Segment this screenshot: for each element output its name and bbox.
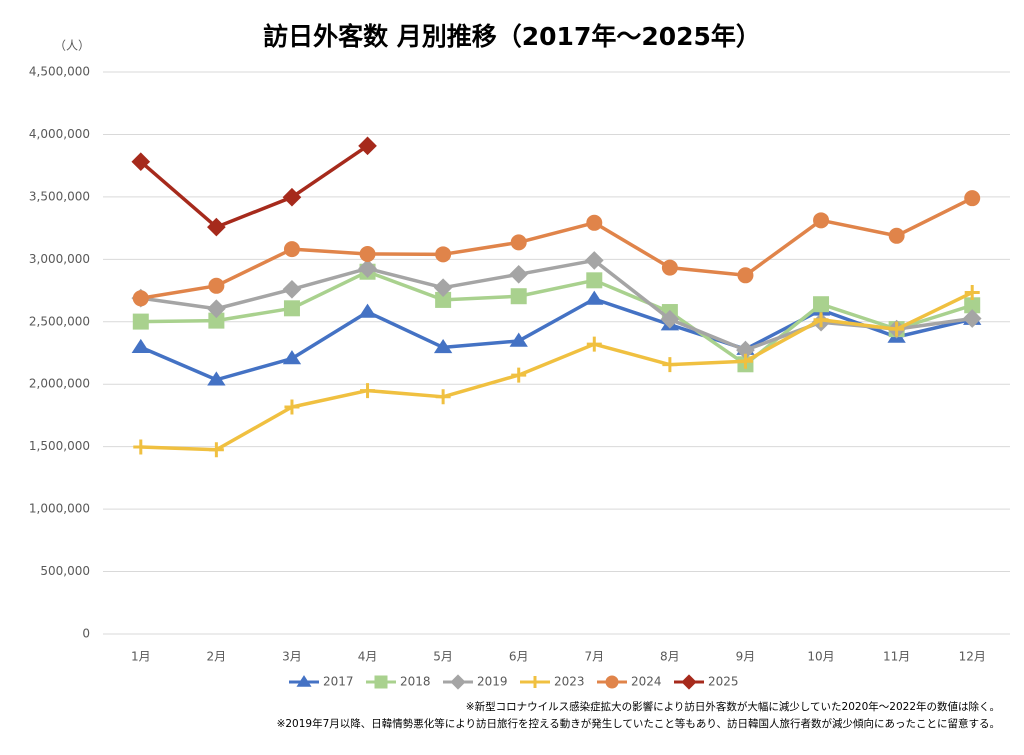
point: [359, 245, 376, 262]
point: [358, 136, 377, 156]
point: [433, 338, 453, 354]
x-tick-label: 2月: [207, 650, 227, 664]
footnote: ※新型コロナウイルス感染症拡大の影響により訪日外客数が大幅に減少していた2020…: [466, 700, 1000, 713]
point: [510, 288, 527, 305]
point: [661, 259, 678, 276]
point: [132, 313, 149, 330]
point: [282, 279, 302, 299]
point: [888, 227, 905, 244]
y-tick-label: 3,500,000: [29, 189, 90, 203]
x-tick-label: 5月: [433, 650, 453, 664]
y-tick-label: 1,000,000: [29, 502, 90, 516]
point: [208, 277, 225, 294]
x-tick-label: 4月: [358, 650, 378, 664]
point: [132, 290, 149, 307]
point: [662, 357, 678, 373]
point: [283, 241, 300, 258]
x-tick-label: 8月: [660, 650, 680, 664]
y-tick-label: 2,000,000: [29, 377, 90, 391]
point: [964, 190, 981, 207]
y-unit: （人）: [54, 39, 90, 53]
point: [435, 389, 451, 405]
series-line: [140, 258, 973, 352]
series-line: [140, 297, 973, 382]
point: [283, 300, 300, 317]
y-tick-label: 2,500,000: [29, 314, 90, 328]
point: [282, 350, 302, 365]
x-tick-label: 1月: [131, 650, 151, 664]
point: [511, 367, 527, 383]
point: [510, 234, 527, 251]
point: [358, 259, 377, 278]
legend-marker: [450, 674, 466, 690]
point: [586, 336, 602, 352]
point: [889, 321, 905, 337]
series-line: [140, 269, 973, 367]
legend-marker: [605, 675, 619, 689]
x-tick-label: 12月: [959, 650, 986, 664]
y-tick-label: 4,000,000: [29, 127, 90, 141]
series-line: [140, 290, 973, 452]
point: [586, 272, 603, 289]
legend-label: 2019: [477, 675, 508, 689]
point: [813, 296, 830, 313]
point: [584, 251, 604, 270]
legend-marker: [296, 675, 312, 687]
x-tick-label: 3月: [282, 650, 302, 664]
y-tick-label: 0: [82, 627, 90, 641]
legend-label: 2025: [708, 675, 739, 689]
point: [131, 338, 150, 354]
x-tick-label: 11月: [883, 650, 910, 664]
point: [737, 353, 753, 369]
x-tick-label: 6月: [509, 650, 529, 664]
legend-marker: [681, 674, 697, 690]
point: [586, 214, 603, 231]
y-tick-label: 3,000,000: [29, 252, 90, 266]
chart-title: 訪日外客数 月別推移（2017年～2025年）: [263, 22, 761, 51]
x-tick-label: 7月: [584, 650, 604, 664]
point: [737, 267, 754, 284]
point: [360, 383, 376, 399]
point: [964, 285, 980, 301]
point: [282, 187, 302, 207]
point: [208, 442, 224, 458]
point: [207, 371, 226, 386]
legend-label: 2017: [323, 675, 354, 689]
point: [585, 290, 604, 305]
legend-label: 2023: [554, 675, 585, 689]
point: [813, 212, 830, 229]
point: [131, 152, 151, 172]
point: [207, 299, 226, 319]
point: [358, 303, 377, 318]
point: [435, 246, 452, 263]
legend-label: 2018: [400, 675, 431, 689]
legend-marker: [374, 675, 388, 689]
legend-label: 2024: [631, 675, 662, 689]
point: [509, 264, 529, 284]
x-tick-label: 9月: [736, 650, 756, 664]
point: [509, 332, 528, 347]
point: [433, 278, 453, 298]
point: [207, 217, 226, 237]
y-tick-label: 1,500,000: [29, 439, 90, 453]
y-tick-label: 500,000: [40, 564, 90, 578]
series-line: [139, 144, 369, 229]
y-tick-label: 4,500,000: [29, 65, 90, 79]
legend-marker: [529, 676, 541, 688]
footnote: ※2019年7月以降、日韓情勢悪化等により訪日旅行を控える動きが発生していたこと…: [277, 717, 1000, 730]
point: [133, 439, 149, 455]
series-line: [140, 196, 973, 301]
point: [284, 399, 300, 415]
point: [962, 309, 982, 328]
point: [660, 309, 680, 329]
point: [813, 312, 829, 328]
x-tick-label: 10月: [807, 650, 834, 664]
